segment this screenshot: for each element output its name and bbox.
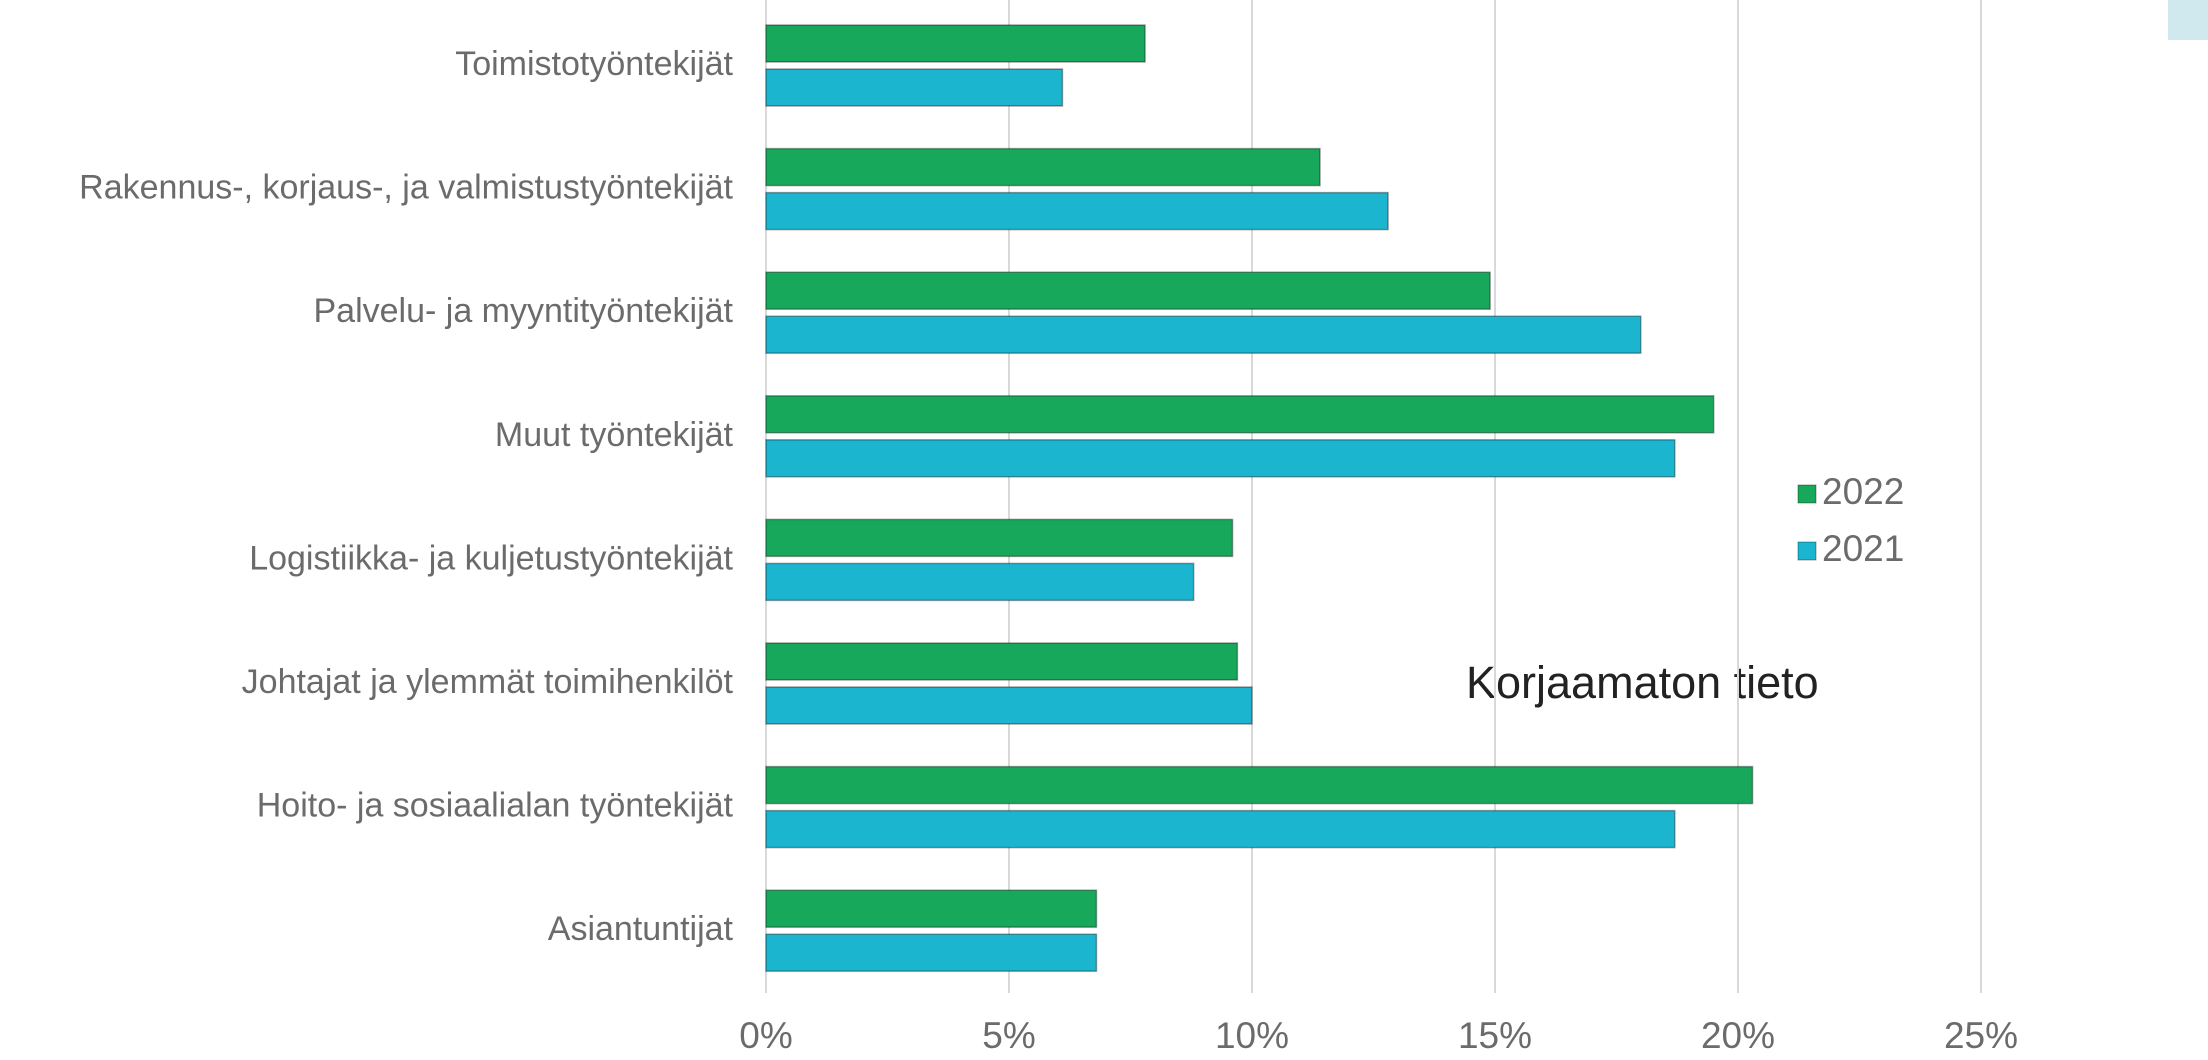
y-tick-label: Hoito- ja sosiaalialan työntekijät — [257, 787, 734, 825]
bar — [765, 518, 1234, 558]
x-tick-label: 15% — [1458, 1015, 1532, 1055]
x-tick-label: 0% — [739, 1015, 792, 1055]
legend-label: 2021 — [1822, 528, 1904, 569]
legend-swatch — [1797, 484, 1817, 504]
bar — [765, 68, 1064, 107]
x-tick-label: 25% — [1944, 1015, 2018, 1055]
bar — [765, 315, 1642, 354]
bar — [765, 562, 1195, 602]
annotation: Korjaamaton tieto — [1466, 657, 1819, 708]
bar — [765, 889, 1098, 928]
legend-label: 2022 — [1822, 471, 1904, 512]
y-tick-label: Rakennus-, korjaus-, ja valmistustyöntek… — [79, 169, 733, 207]
bar — [765, 686, 1253, 725]
bar — [765, 395, 1715, 434]
y-tick-label: Muut työntekijät — [495, 416, 734, 454]
x-tick-label: 5% — [982, 1015, 1035, 1055]
y-tick-label: Johtajat ja ylemmät toimihenkilöt — [242, 663, 734, 701]
y-tick-label: Toimistotyöntekijät — [455, 45, 733, 83]
bar — [765, 191, 1389, 231]
bar — [765, 765, 1754, 805]
corner-decoration — [2168, 0, 2208, 40]
x-tick-label: 20% — [1701, 1015, 1775, 1055]
bar — [765, 809, 1676, 849]
bar — [765, 933, 1098, 972]
y-tick-label: Asiantuntijat — [548, 910, 734, 948]
bar — [765, 147, 1321, 187]
bar — [765, 271, 1491, 310]
y-tick-label: Logistiikka- ja kuljetustyöntekijät — [249, 539, 733, 577]
bar — [765, 642, 1239, 681]
bar — [765, 24, 1146, 63]
bar — [765, 439, 1676, 478]
y-tick-label: Palvelu- ja myyntityöntekijät — [313, 292, 733, 330]
legend-swatch — [1797, 541, 1817, 561]
x-tick-label: 10% — [1215, 1015, 1289, 1055]
